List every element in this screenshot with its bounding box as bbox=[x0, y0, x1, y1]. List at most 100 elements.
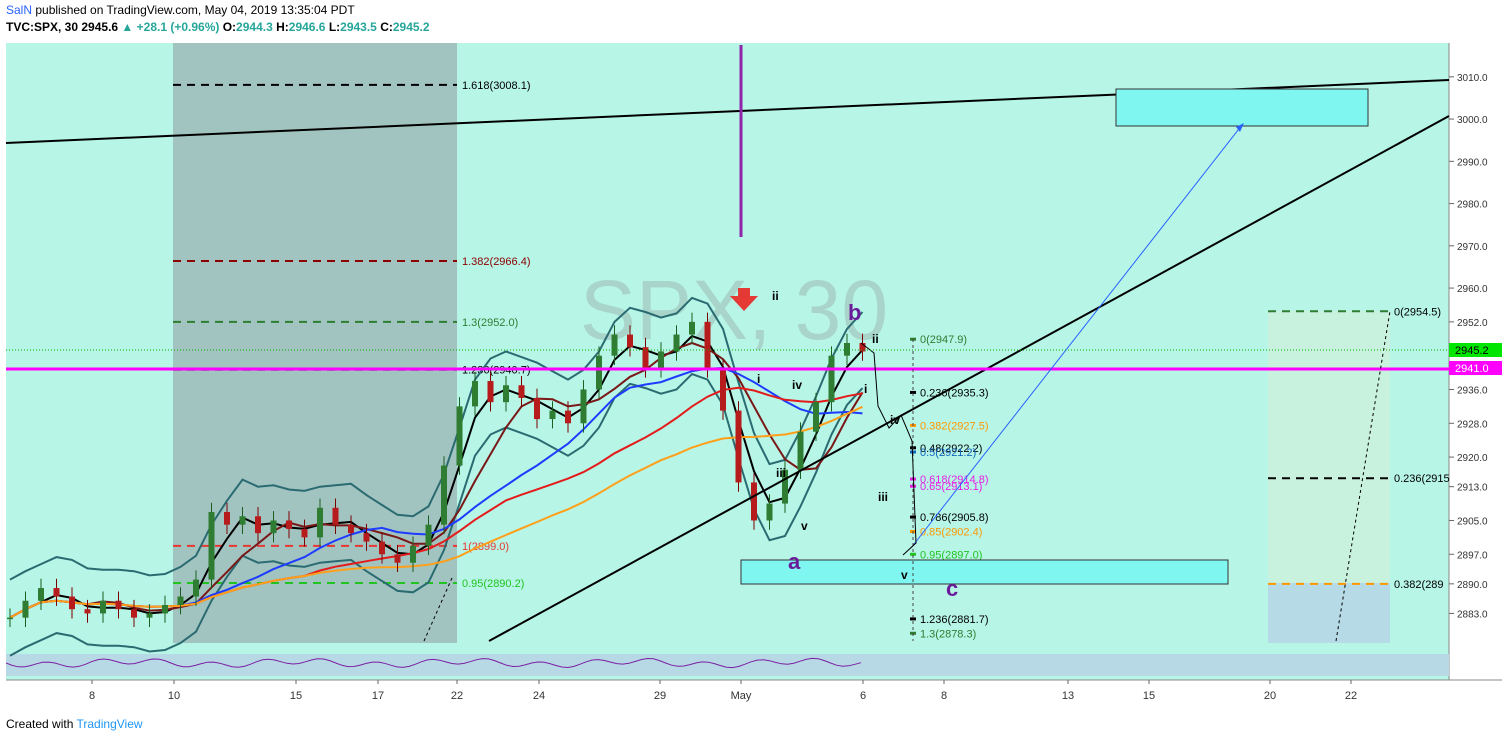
candle-body bbox=[270, 520, 277, 534]
close-label: C: bbox=[380, 20, 393, 34]
high-value: 2946.6 bbox=[288, 20, 326, 34]
fib-mid-label: 0.236(2935.3) bbox=[920, 387, 989, 399]
published-text: published on TradingView.com, May 04, 20… bbox=[32, 3, 355, 17]
candle-body bbox=[38, 588, 44, 601]
level-price-badge bbox=[1449, 361, 1502, 375]
wave-label: iv bbox=[890, 413, 900, 427]
time-tick-label: 20 bbox=[1264, 690, 1276, 702]
candle-body bbox=[565, 410, 571, 424]
fib-mid-label: 0.48(2922.2) bbox=[920, 443, 982, 455]
candle-body bbox=[658, 351, 664, 369]
candle-body bbox=[456, 406, 463, 466]
wave-label: iii bbox=[878, 490, 888, 504]
ma-black bbox=[9, 334, 864, 619]
wave-label: i bbox=[757, 372, 760, 386]
author-link[interactable]: SalN bbox=[6, 3, 33, 17]
candle-body bbox=[782, 469, 788, 504]
fib-mid-label: 0.786(2905.8) bbox=[920, 512, 989, 524]
candle-body bbox=[766, 503, 773, 521]
tradingview-logo-link[interactable]: TradingView bbox=[76, 717, 143, 731]
high-label: H: bbox=[276, 20, 289, 34]
wave-label: iii bbox=[776, 466, 786, 480]
rsi-panel bbox=[6, 654, 1449, 676]
candle-body bbox=[642, 347, 649, 369]
time-tick-label: May bbox=[731, 690, 752, 702]
fib-right-label: 0.382(289 bbox=[1394, 579, 1444, 591]
candle-body bbox=[627, 334, 633, 348]
close-value: 2945.2 bbox=[392, 20, 430, 34]
fib-mid-label: 0.95(2897.0) bbox=[920, 549, 982, 561]
candle-body bbox=[100, 600, 106, 614]
candle-body bbox=[53, 588, 60, 597]
fib-mid-label: 0.5(2921.2) bbox=[920, 447, 976, 459]
candle-body bbox=[193, 579, 199, 597]
candle-body bbox=[441, 465, 447, 525]
time-tick-label: 17 bbox=[372, 690, 384, 702]
candle-body bbox=[797, 431, 804, 470]
price-tick-label: 2970.0 bbox=[1457, 242, 1488, 253]
chart-header: SalN published on TradingView.com, May 0… bbox=[6, 2, 1106, 40]
fib-left-label: 0.95(2890.2) bbox=[462, 578, 524, 590]
time-tick-label: 22 bbox=[1345, 690, 1357, 702]
price-tick-label: 2905.0 bbox=[1457, 516, 1488, 527]
price-tick-label: 2897.0 bbox=[1457, 550, 1488, 561]
price-tick-label: 2936.0 bbox=[1457, 385, 1488, 396]
wave-label: iv bbox=[792, 378, 802, 392]
price-tick-label: 2913.0 bbox=[1457, 483, 1488, 494]
fib-mid-label: 0(2947.9) bbox=[920, 334, 967, 346]
price-tick-label: 2890.0 bbox=[1457, 580, 1488, 591]
candle-body bbox=[208, 512, 215, 580]
arrow-head bbox=[1236, 123, 1244, 132]
time-tick-label: 29 bbox=[654, 690, 666, 702]
last-price: 2945.6 bbox=[81, 20, 119, 34]
candle-body bbox=[286, 520, 292, 529]
fib-mid-label: 0.382(2927.5) bbox=[920, 420, 989, 432]
bollinger-upper bbox=[9, 296, 864, 581]
price-tick-label: 2928.0 bbox=[1457, 419, 1488, 430]
right-projection-dashed bbox=[1335, 310, 1391, 642]
candle-body bbox=[534, 397, 540, 420]
red-down-arrow-icon bbox=[730, 288, 758, 311]
price-chart[interactable]: SPX, 30 3010.03000.02990.02980.02970.029… bbox=[6, 43, 1502, 711]
candle-body bbox=[844, 343, 850, 356]
target-box-upper[interactable] bbox=[1115, 88, 1369, 127]
fib-mid-label: 0.618(2914.8) bbox=[920, 474, 989, 486]
candle-body bbox=[332, 507, 339, 525]
candle-body bbox=[518, 385, 525, 398]
candle-body bbox=[720, 368, 726, 411]
candle-body bbox=[689, 321, 695, 335]
footer: Created with TradingView bbox=[6, 717, 143, 731]
low-label: L: bbox=[328, 20, 341, 34]
candle-body bbox=[301, 528, 308, 538]
candle-body bbox=[255, 516, 261, 534]
lower-trendline[interactable] bbox=[488, 115, 1450, 642]
wave-label: c bbox=[946, 576, 958, 601]
candle-body bbox=[239, 516, 246, 525]
time-tick-label: 8 bbox=[941, 690, 947, 702]
time-tick-label: 6 bbox=[860, 690, 866, 702]
time-tick-label: 15 bbox=[1143, 690, 1155, 702]
time-tick-label: 13 bbox=[1062, 690, 1074, 702]
candle-body bbox=[425, 524, 432, 546]
projection-arrow[interactable] bbox=[910, 124, 1243, 549]
candle-body bbox=[503, 385, 509, 403]
ma-darkred bbox=[9, 341, 864, 619]
candle-body bbox=[162, 604, 168, 614]
candle-body bbox=[394, 554, 401, 563]
candle-body bbox=[472, 381, 478, 407]
candle-body bbox=[317, 507, 323, 538]
candle-body bbox=[146, 613, 153, 618]
symbol-label[interactable]: TVC:SPX, 30 bbox=[6, 20, 79, 34]
candle-body bbox=[69, 596, 75, 610]
time-axis-ticks: 8 10 15 17 22 24 29 May 6 8 13 15 20 22 bbox=[89, 680, 1357, 702]
price-tick-label: 2990.0 bbox=[1457, 157, 1488, 168]
target-box-lower[interactable] bbox=[740, 559, 1229, 585]
candle-body bbox=[177, 596, 184, 605]
candle-body bbox=[580, 389, 587, 424]
fib-mid-label: 0.65(2913.1) bbox=[920, 481, 982, 493]
fib-left-label: 1.382(2966.4) bbox=[462, 256, 531, 268]
wave-label: ii bbox=[772, 289, 779, 303]
price-tick-label: 2883.0 bbox=[1457, 609, 1488, 620]
time-tick-label: 15 bbox=[290, 690, 302, 702]
